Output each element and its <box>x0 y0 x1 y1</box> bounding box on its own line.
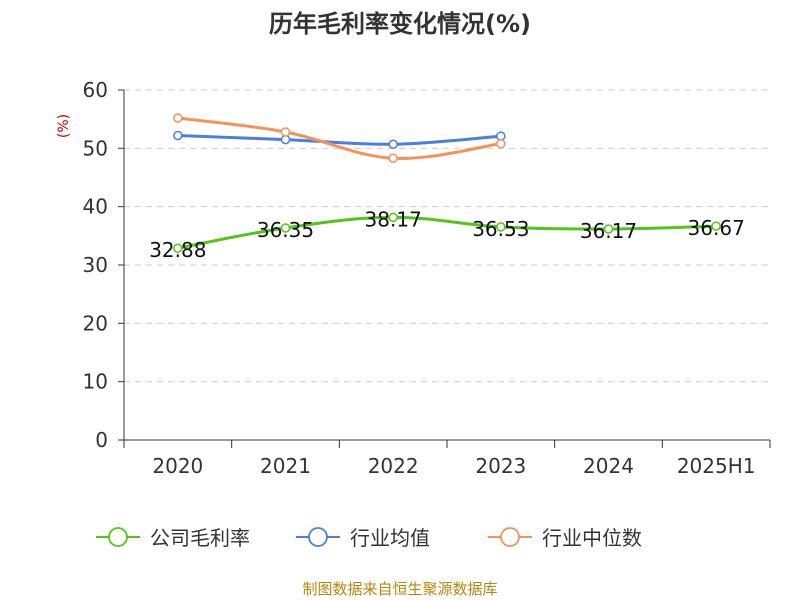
legend-item-1: 行业均值 <box>296 526 430 550</box>
data-label: 36.35 <box>257 218 314 242</box>
x-tick-label: 2020 <box>152 454 203 478</box>
series-line-0 <box>177 215 717 250</box>
y-tick-label: 10 <box>83 370 108 394</box>
series-lines <box>173 113 721 253</box>
y-axis-unit-label: (%) <box>56 114 72 138</box>
series-line-1 <box>177 134 501 146</box>
legend-label: 行业均值 <box>350 526 430 550</box>
chart-title: 历年毛利率变化情况(%) <box>269 10 531 38</box>
series-point-0 <box>711 221 721 231</box>
data-label: 32.88 <box>149 238 206 262</box>
y-tick-label: 50 <box>83 136 108 160</box>
y-axis-ticks: 0 10 20 30 40 50 60 <box>83 78 108 452</box>
x-tick-label: 2024 <box>583 454 634 478</box>
series-point-1 <box>173 130 183 141</box>
series-point-2 <box>496 138 506 149</box>
data-label: 36.53 <box>472 217 529 241</box>
data-label: 36.17 <box>580 219 637 243</box>
x-tick-label: 2023 <box>475 454 526 478</box>
data-label: 38.17 <box>365 207 422 231</box>
axes <box>118 89 771 448</box>
x-axis-ticks: 2020 2021 2022 2023 2024 2025H1 <box>152 454 755 478</box>
source-footer: 制图数据来自恒生聚源数据库 <box>302 580 497 598</box>
grid-lines <box>124 89 770 383</box>
y-tick-label: 60 <box>83 78 108 102</box>
legend-swatch-marker <box>308 527 328 547</box>
x-tick-label: 2021 <box>260 454 311 478</box>
series-point-0 <box>280 223 291 233</box>
x-tick-label: 2025H1 <box>677 454 756 478</box>
y-tick-label: 0 <box>95 428 108 452</box>
series-point-1 <box>280 134 291 145</box>
series-point-0 <box>173 243 183 253</box>
legend-label: 公司毛利率 <box>150 526 250 550</box>
data-label: 36.67 <box>688 216 745 240</box>
legend-item-2: 行业中位数 <box>488 526 642 550</box>
legend-item-0: 公司毛利率 <box>96 526 250 550</box>
series-line-2 <box>177 116 502 160</box>
series-point-2 <box>388 153 398 163</box>
y-tick-label: 20 <box>83 311 108 335</box>
series-point-2 <box>280 127 291 137</box>
series-point-0 <box>496 222 506 232</box>
legend-swatch-marker <box>108 527 128 547</box>
x-tick-label: 2022 <box>368 454 419 478</box>
legend-swatch-marker <box>500 527 520 547</box>
series-point-2 <box>173 113 183 123</box>
series-point-1 <box>496 131 506 141</box>
legend-label: 行业中位数 <box>542 526 642 550</box>
y-tick-label: 30 <box>83 253 108 277</box>
y-tick-label: 40 <box>83 195 108 219</box>
series-point-0 <box>388 212 398 223</box>
series-point-1 <box>388 139 398 149</box>
legend: 公司毛利率 行业均值 行业中位数 <box>96 526 642 550</box>
data-labels: 32.88 36.35 38.17 36.53 36.17 36.67 <box>149 207 745 262</box>
series-point-0 <box>603 224 614 234</box>
